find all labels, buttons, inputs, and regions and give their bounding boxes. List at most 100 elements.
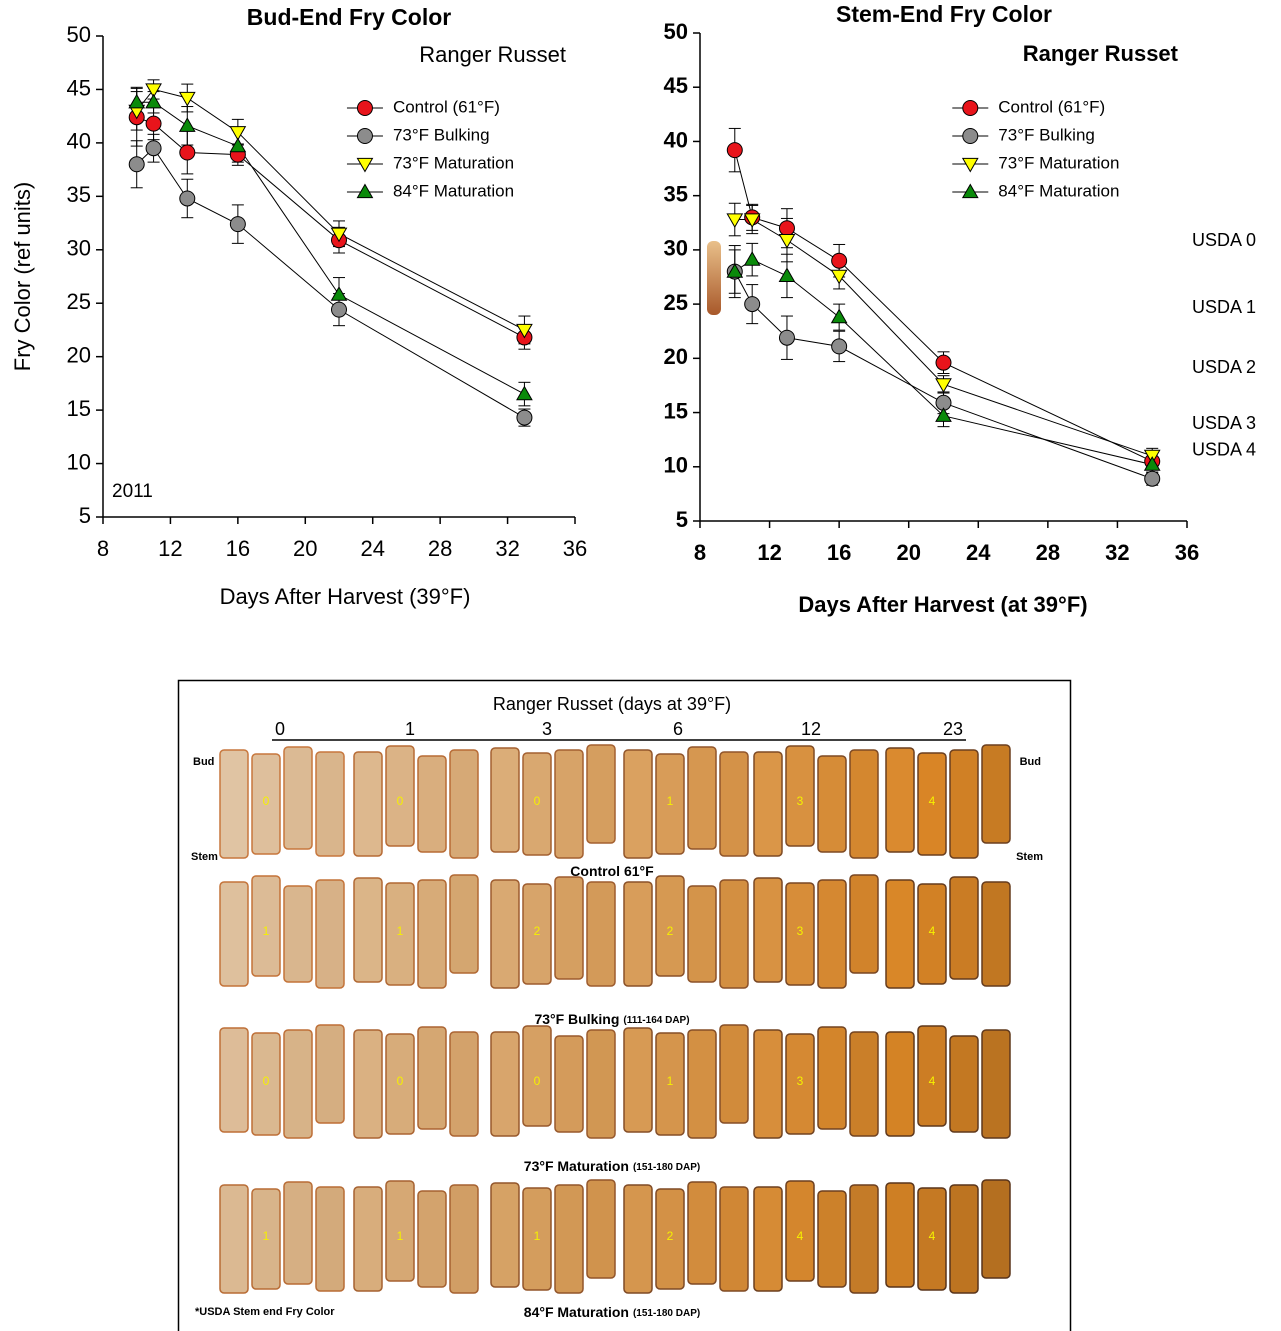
fry	[450, 1032, 478, 1136]
panel-title: Ranger Russet (days at 39°F)	[493, 694, 731, 714]
fry	[450, 1185, 478, 1293]
fry	[982, 882, 1010, 986]
row-name-detail: (111-164 DAP)	[623, 1015, 689, 1026]
fry-rating: 0	[534, 1074, 541, 1088]
fry-rating: 1	[397, 924, 404, 938]
marker	[146, 141, 161, 156]
row-name-detail: (151-180 DAP)	[633, 1162, 700, 1173]
fry	[688, 1182, 716, 1284]
fry	[850, 750, 878, 858]
fry	[624, 1028, 652, 1132]
fry	[284, 886, 312, 982]
fry	[354, 878, 382, 982]
x-tick-label: 8	[97, 536, 109, 561]
day-label: 12	[801, 719, 821, 739]
fry-rating: 2	[667, 1229, 674, 1243]
fry-rating: 1	[534, 1229, 541, 1243]
legend-label: Control (61°F)	[393, 97, 500, 116]
fry	[950, 1036, 978, 1132]
fry	[284, 1030, 312, 1138]
marker	[779, 330, 794, 345]
x-tick-label: 16	[226, 536, 250, 561]
fry-swatch	[707, 241, 721, 315]
y-tick-label: 45	[664, 73, 688, 98]
fry	[720, 1187, 748, 1291]
x-tick-label: 36	[1175, 540, 1199, 565]
fry	[886, 880, 914, 988]
fry	[624, 882, 652, 986]
fry	[418, 880, 446, 988]
fry	[491, 1183, 519, 1287]
fry-rating: 1	[263, 1229, 270, 1243]
marker	[745, 297, 760, 312]
x-axis-label: Days After Harvest (at 39°F)	[798, 592, 1087, 617]
fry	[818, 1027, 846, 1129]
fry	[850, 1185, 878, 1293]
fry-rating: 0	[397, 1074, 404, 1088]
day-label: 3	[542, 719, 552, 739]
fry-rating: 2	[534, 924, 541, 938]
fry	[720, 880, 748, 988]
y-tick-label: 20	[67, 342, 91, 367]
fry	[555, 1036, 583, 1132]
marker	[745, 252, 760, 265]
fry	[418, 1027, 446, 1129]
fry	[886, 1183, 914, 1287]
x-tick-label: 32	[495, 536, 519, 561]
chart: Stem-End Fry Color5101520253035404550812…	[664, 1, 1257, 617]
fry-rating: 1	[667, 1074, 674, 1088]
stem-label: Stem	[1016, 851, 1043, 863]
annotation: 2011	[112, 481, 153, 502]
legend-label: 73°F Bulking	[998, 125, 1095, 144]
marker	[230, 217, 245, 232]
fry	[886, 1032, 914, 1136]
row-name-main: Control 61°F	[570, 863, 654, 879]
y-tick-label: 10	[67, 449, 91, 474]
fry	[950, 1185, 978, 1293]
y-tick-label: 10	[664, 453, 688, 478]
x-tick-label: 20	[293, 536, 317, 561]
y-tick-label: 30	[67, 236, 91, 261]
fry	[354, 1030, 382, 1138]
fry	[284, 1182, 312, 1284]
annotation: Ranger Russet	[1023, 41, 1179, 66]
fry-rating: 4	[929, 1074, 936, 1088]
marker	[963, 129, 978, 144]
fry	[316, 1187, 344, 1291]
legend-label: 73°F Maturation	[998, 153, 1119, 172]
marker	[963, 158, 978, 171]
fry	[220, 882, 248, 986]
row-name: 84°F Maturation(151-180 DAP)	[524, 1304, 700, 1320]
day-label: 1	[405, 719, 415, 739]
fry	[491, 748, 519, 852]
side-label: USDA 2	[1192, 357, 1256, 377]
marker	[832, 310, 847, 323]
y-tick-label: 45	[67, 75, 91, 100]
chart-title: Stem-End Fry Color	[836, 1, 1052, 27]
side-label: USDA 4	[1192, 439, 1256, 459]
fry	[754, 752, 782, 856]
fry	[754, 1030, 782, 1138]
row-name-detail: (151-180 DAP)	[633, 1308, 700, 1319]
series-line	[137, 102, 525, 394]
y-tick-label: 15	[664, 398, 688, 423]
fry	[220, 1185, 248, 1293]
fry	[450, 875, 478, 973]
legend-label: 84°F Maturation	[998, 181, 1119, 200]
y-tick-label: 20	[664, 344, 688, 369]
fry	[354, 1187, 382, 1291]
marker	[129, 95, 144, 108]
fry-rating: 3	[797, 924, 804, 938]
stem-label: Stem	[191, 851, 218, 863]
fry	[491, 880, 519, 988]
marker	[146, 116, 161, 131]
fry-rating: 3	[797, 794, 804, 808]
row-name-main: 73°F Maturation	[524, 1158, 629, 1174]
row-name: Control 61°F	[570, 863, 654, 879]
fry	[587, 1180, 615, 1278]
fry	[555, 750, 583, 858]
fry	[886, 748, 914, 852]
footnote: *USDA Stem end Fry Color	[195, 1306, 335, 1318]
series-line	[735, 272, 1152, 479]
fry-rating: 2	[667, 924, 674, 938]
